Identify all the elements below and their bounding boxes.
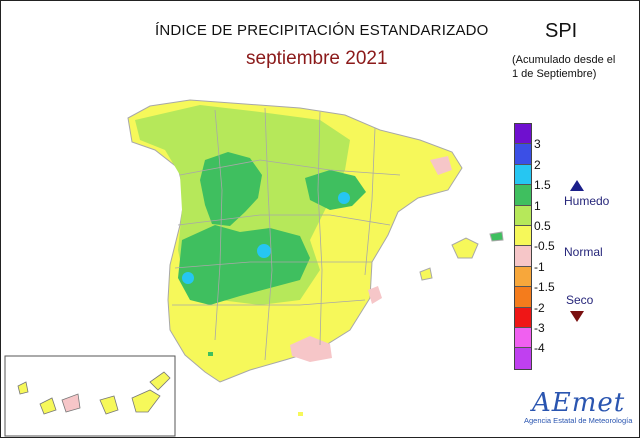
balearic-mallorca <box>451 237 479 259</box>
dry-label: Seco <box>566 293 594 307</box>
index-name: SPI <box>545 20 578 42</box>
aemet-logo: AEmet Agencia Estatal de Meteorología <box>524 390 636 425</box>
legend-tick-label: -2 <box>534 300 545 315</box>
legend-swatch <box>515 246 531 267</box>
very-humid-spot-toledo <box>257 244 271 258</box>
wet-label: Humedo <box>564 194 610 208</box>
logo-wordmark: AEmet <box>532 388 626 418</box>
legend-swatch <box>515 287 531 308</box>
map-subtitle: septiembre 2021 <box>246 48 388 69</box>
legend-tick-label: -0.5 <box>534 239 555 254</box>
legend-tick-label: 1.5 <box>534 178 551 193</box>
canary-islands <box>17 371 171 415</box>
legend-tick-label: 2 <box>534 157 541 172</box>
legend-tick-label: 1 <box>534 198 541 213</box>
balearic-ibiza <box>419 267 433 281</box>
legend-swatch <box>515 348 531 369</box>
note-line-2: 1 de Septiembre) <box>512 68 597 80</box>
legend-tick-label: -3 <box>534 321 545 335</box>
legend-tick-label: 0.5 <box>534 219 551 233</box>
melilla-mark <box>298 412 303 416</box>
legend-swatch <box>515 327 531 349</box>
very-humid-spot-soria <box>338 192 350 204</box>
dry-zone-alicante <box>368 286 382 304</box>
logo-caption: Agencia Estatal de Meteorología <box>524 416 633 425</box>
legend-tick-label: -4 <box>534 341 545 356</box>
legend-swatch <box>515 164 531 186</box>
legend-swatch <box>515 225 531 247</box>
legend-tick-label: -1 <box>534 259 545 274</box>
legend-swatch <box>515 185 531 206</box>
humid-zone-centre <box>178 225 310 305</box>
dry-down-triangle-icon <box>570 311 584 322</box>
legend-swatch <box>515 205 531 226</box>
map-title: ÍNDICE DE PRECIPITACIÓN ESTANDARIZADO <box>155 22 489 39</box>
legend-swatch <box>515 266 531 288</box>
note-line-1: (Acumulado desde el <box>512 54 616 66</box>
humid-zone-north <box>200 152 262 226</box>
dry-zone-almeria <box>290 336 332 362</box>
canary-inset-frame <box>4 355 176 437</box>
very-humid-spot-badajoz <box>182 272 194 284</box>
legend-tick-label: 3 <box>534 137 541 152</box>
province-borders <box>172 107 401 361</box>
balearic-menorca <box>489 231 504 242</box>
humid-zone-northeast <box>305 170 366 210</box>
legend-swatch <box>515 144 531 165</box>
legend-swatch <box>515 307 531 328</box>
accumulation-note: (Acumulado desde el 1 de Septiembre) <box>512 53 638 81</box>
wet-up-triangle-icon <box>570 180 584 191</box>
legend-colorbar <box>514 123 532 370</box>
legend-swatch <box>515 124 531 145</box>
ceuta-mark <box>208 352 213 356</box>
normal-label: Normal <box>564 245 603 259</box>
dry-zone-catalonia <box>430 156 452 175</box>
legend-tick-label: -1.5 <box>534 280 555 295</box>
